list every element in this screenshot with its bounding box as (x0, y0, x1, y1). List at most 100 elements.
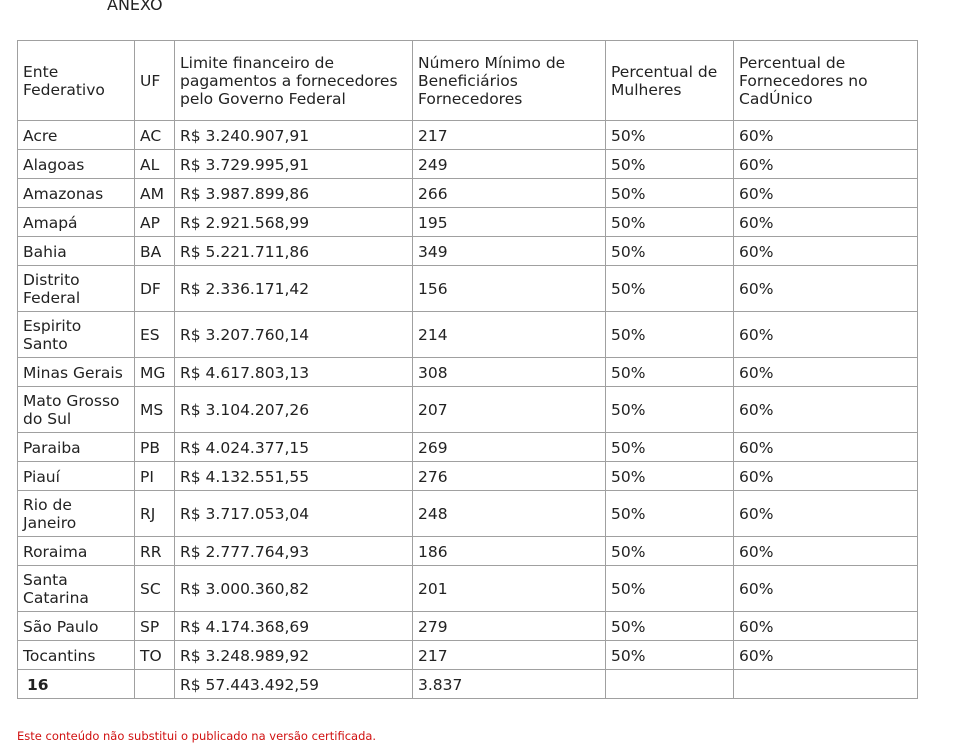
table-row: Espirito Santo ES R$ 3.207.760,14 214 50% 60% (17, 311, 918, 358)
table-cell: 50% (605, 120, 734, 150)
table-cell: 156 (412, 265, 606, 312)
table-cell: 276 (412, 461, 606, 491)
table-cell (605, 669, 734, 699)
table-cell: R$ 4.024.377,15 (174, 432, 413, 462)
table-cell: 50% (605, 357, 734, 387)
table-cell: MG (134, 357, 175, 387)
table-cell: 60% (733, 357, 918, 387)
table-cell: R$ 2.777.764,93 (174, 536, 413, 566)
table-cell: 50% (605, 386, 734, 433)
table-cell: R$ 3.248.989,92 (174, 640, 413, 670)
table-cell: 50% (605, 461, 734, 491)
table-cell: R$ 5.221.711,86 (174, 236, 413, 266)
table-cell: Alagoas (17, 149, 135, 179)
header-row: Ente Federativo UF Limite financeiro de pa… (17, 40, 918, 121)
table-cell: TO (134, 640, 175, 670)
table-cell: 60% (733, 236, 918, 266)
table-cell: Roraima (17, 536, 135, 566)
table-cell: 214 (412, 311, 606, 358)
table-cell: R$ 3.717.053,04 (174, 490, 413, 537)
table-head: Ente Federativo UF Limite financeiro de pa… (17, 40, 918, 121)
table-cell: Santa Catarina (17, 565, 135, 612)
table-cell: Minas Gerais (17, 357, 135, 387)
table-cell: 60% (733, 265, 918, 312)
table-cell: 217 (412, 640, 606, 670)
table-cell: R$ 3.000.360,82 (174, 565, 413, 612)
table-cell: R$ 2.336.171,42 (174, 265, 413, 312)
table-cell: AP (134, 207, 175, 237)
table-cell: SC (134, 565, 175, 612)
table-cell: 217 (412, 120, 606, 150)
column-header: Percentual de Fornecedores no CadÚnico (733, 40, 918, 121)
table-cell: 50% (605, 149, 734, 179)
table-cell: 60% (733, 432, 918, 462)
total-count: 16 (17, 669, 135, 699)
table-row: Acre AC R$ 3.240.907,91 217 50% 60% (17, 120, 918, 150)
table-cell: R$ 3.987.899,86 (174, 178, 413, 208)
table-cell: 201 (412, 565, 606, 612)
table-row: Alagoas AL R$ 3.729.995,91 249 50% 60% (17, 149, 918, 179)
table-cell: MS (134, 386, 175, 433)
table-cell: Amazonas (17, 178, 135, 208)
table-cell: 50% (605, 611, 734, 641)
table-cell: 207 (412, 386, 606, 433)
table-cell: Espirito Santo (17, 311, 135, 358)
table-row: São Paulo SP R$ 4.174.368,69 279 50% 60% (17, 611, 918, 641)
table-cell: R$ 4.174.368,69 (174, 611, 413, 641)
table-cell: 60% (733, 311, 918, 358)
table-row: Amapá AP R$ 2.921.568,99 195 50% 60% (17, 207, 918, 237)
table-cell: 60% (733, 386, 918, 433)
table: Ente Federativo UF Limite financeiro de pa… (17, 40, 918, 699)
table-cell: PB (134, 432, 175, 462)
table-cell (134, 669, 175, 699)
table-cell: SP (134, 611, 175, 641)
heading: ANEXO (107, 0, 163, 14)
table-cell: 60% (733, 640, 918, 670)
table-cell: Bahia (17, 236, 135, 266)
total-beneficiaries: 3.837 (412, 669, 606, 699)
column-header: UF (134, 40, 175, 121)
table-cell: 249 (412, 149, 606, 179)
table-body: Acre AC R$ 3.240.907,91 217 50% 60% Alagoas AL R… (17, 120, 918, 699)
table-cell: 279 (412, 611, 606, 641)
table-row: Distrito Federal DF R$ 2.336.171,42 156 50% 6… (17, 265, 918, 312)
table-cell: RR (134, 536, 175, 566)
table-cell: 60% (733, 207, 918, 237)
table-row: Rio de Janeiro RJ R$ 3.717.053,04 248 50% 60% (17, 490, 918, 537)
table-row: Amazonas AM R$ 3.987.899,86 266 50% 60% (17, 178, 918, 208)
table-cell: Acre (17, 120, 135, 150)
table-row: Mato Grosso do Sul MS R$ 3.104.207,26 207 50… (17, 386, 918, 433)
table-cell: 60% (733, 178, 918, 208)
table-cell: R$ 2.921.568,99 (174, 207, 413, 237)
table-cell: Paraiba (17, 432, 135, 462)
table-row: Piauí PI R$ 4.132.551,55 276 50% 60% (17, 461, 918, 491)
table-cell: 50% (605, 311, 734, 358)
table-cell: AC (134, 120, 175, 150)
table-cell: AM (134, 178, 175, 208)
table-cell: DF (134, 265, 175, 312)
table-cell: R$ 3.104.207,26 (174, 386, 413, 433)
table-cell: 50% (605, 265, 734, 312)
table-cell: 50% (605, 236, 734, 266)
table-cell: 50% (605, 565, 734, 612)
table-row: Santa Catarina SC R$ 3.000.360,82 201 50% 60% (17, 565, 918, 612)
table-row: Tocantins TO R$ 3.248.989,92 217 50% 60% (17, 640, 918, 670)
table-cell: ES (134, 311, 175, 358)
column-header: Percentual de Mulheres (605, 40, 734, 121)
table-cell: R$ 3.240.907,91 (174, 120, 413, 150)
table-cell: AL (134, 149, 175, 179)
table-cell: R$ 3.207.760,14 (174, 311, 413, 358)
table-cell: BA (134, 236, 175, 266)
table-cell: Amapá (17, 207, 135, 237)
table-cell: 186 (412, 536, 606, 566)
table-row: Minas Gerais MG R$ 4.617.803,13 308 50% 60% (17, 357, 918, 387)
table-cell: 349 (412, 236, 606, 266)
table-cell: 50% (605, 178, 734, 208)
table-cell: 50% (605, 207, 734, 237)
total-limit: R$ 57.443.492,59 (174, 669, 413, 699)
table-cell: Tocantins (17, 640, 135, 670)
table-cell: 50% (605, 640, 734, 670)
table-cell: Rio de Janeiro (17, 490, 135, 537)
